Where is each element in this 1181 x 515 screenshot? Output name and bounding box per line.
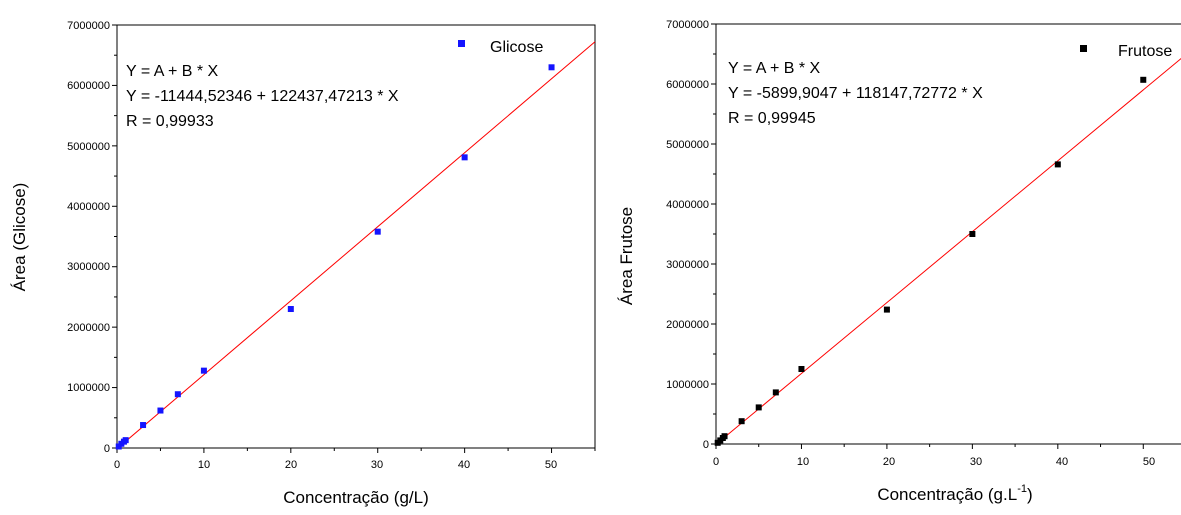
y-tick-label: 7000000 <box>666 19 709 31</box>
y-axis-title: Área Frutose <box>617 207 636 305</box>
x-tick-label: 50 <box>545 459 557 471</box>
data-point <box>798 366 805 372</box>
fit-equation-line: Y = -11444,52346 + 122437,47213 * X <box>126 88 399 105</box>
data-point <box>200 367 207 374</box>
y-tick-label: 1000000 <box>666 379 709 391</box>
data-point <box>721 433 728 440</box>
y-tick-label: 5000000 <box>67 141 110 153</box>
data-point <box>1054 161 1061 168</box>
data-point <box>140 422 147 429</box>
fit-equation-line: Y = A + B * X <box>126 63 219 80</box>
data-point <box>883 306 890 313</box>
linear-fit-line <box>117 41 596 449</box>
fit-line-group <box>117 41 596 449</box>
data-point <box>755 404 762 411</box>
x-tick-label: 50 <box>1143 456 1155 468</box>
data-point <box>772 389 779 396</box>
fit-equation-line: R = 0,99945 <box>728 110 816 127</box>
fit-equation-line: Y = -5899,9047 + 118147,72772 * X <box>728 85 983 102</box>
tick-marks <box>711 23 1144 449</box>
data-point <box>287 306 294 313</box>
data-point <box>174 391 181 398</box>
x-tick-label: 0 <box>713 456 719 468</box>
linear-fit-line <box>716 57 1181 445</box>
data-point <box>548 64 555 71</box>
legend-marker <box>458 40 465 47</box>
x-axis-title: Concentração (g/L) <box>283 488 429 507</box>
y-tick-label: 6000000 <box>666 79 709 91</box>
y-tick-label: 5000000 <box>666 139 709 151</box>
x-tick-label: 30 <box>970 456 982 468</box>
y-tick-label: 4000000 <box>666 199 709 211</box>
x-tick-label: 30 <box>371 459 383 471</box>
x-tick-label: 10 <box>797 456 809 468</box>
y-tick-label: 6000000 <box>67 80 110 92</box>
y-tick-label: 2000000 <box>666 319 709 331</box>
data-point <box>461 154 468 161</box>
x-tick-label: 20 <box>883 456 895 468</box>
data-points-group <box>714 76 1147 446</box>
x-tick-label: 10 <box>198 459 210 471</box>
glucose-calibration-chart: 0 1000000 2000000 3000000 4000000 500000… <box>10 20 596 507</box>
x-axis-title: Concentração (g.L-1) <box>877 483 1032 504</box>
y-tick-label: 0 <box>703 439 709 451</box>
data-point <box>1140 76 1147 83</box>
legend-marker <box>1080 45 1087 52</box>
y-tick-label: 4000000 <box>67 201 110 213</box>
legend-label: Frutose <box>1118 43 1172 60</box>
y-tick-label: 3000000 <box>67 261 110 273</box>
fit-line-group <box>716 57 1181 445</box>
y-tick-label: 0 <box>104 443 110 455</box>
fit-equation-line: Y = A + B * X <box>728 60 821 77</box>
data-point <box>738 418 745 425</box>
data-points-group <box>115 64 555 450</box>
x-tick-label: 40 <box>1056 456 1068 468</box>
y-tick-label: 1000000 <box>67 382 110 394</box>
data-point <box>122 437 129 444</box>
y-tick-label: 3000000 <box>666 259 709 271</box>
x-tick-label: 40 <box>458 459 470 471</box>
y-tick-label: 2000000 <box>67 322 110 334</box>
fit-equation-line: R = 0,99933 <box>126 113 214 130</box>
y-tick-label: 7000000 <box>67 20 110 32</box>
data-point <box>969 231 976 237</box>
x-tick-label: 0 <box>114 459 120 471</box>
x-tick-label: 20 <box>285 459 297 471</box>
legend-label: Glicose <box>490 39 543 56</box>
data-point <box>374 228 381 235</box>
data-point <box>157 407 164 414</box>
fructose-calibration-chart: 0 1000000 2000000 3000000 4000000 500000… <box>617 19 1181 504</box>
y-axis-title: Área (Glicose) <box>10 183 29 292</box>
